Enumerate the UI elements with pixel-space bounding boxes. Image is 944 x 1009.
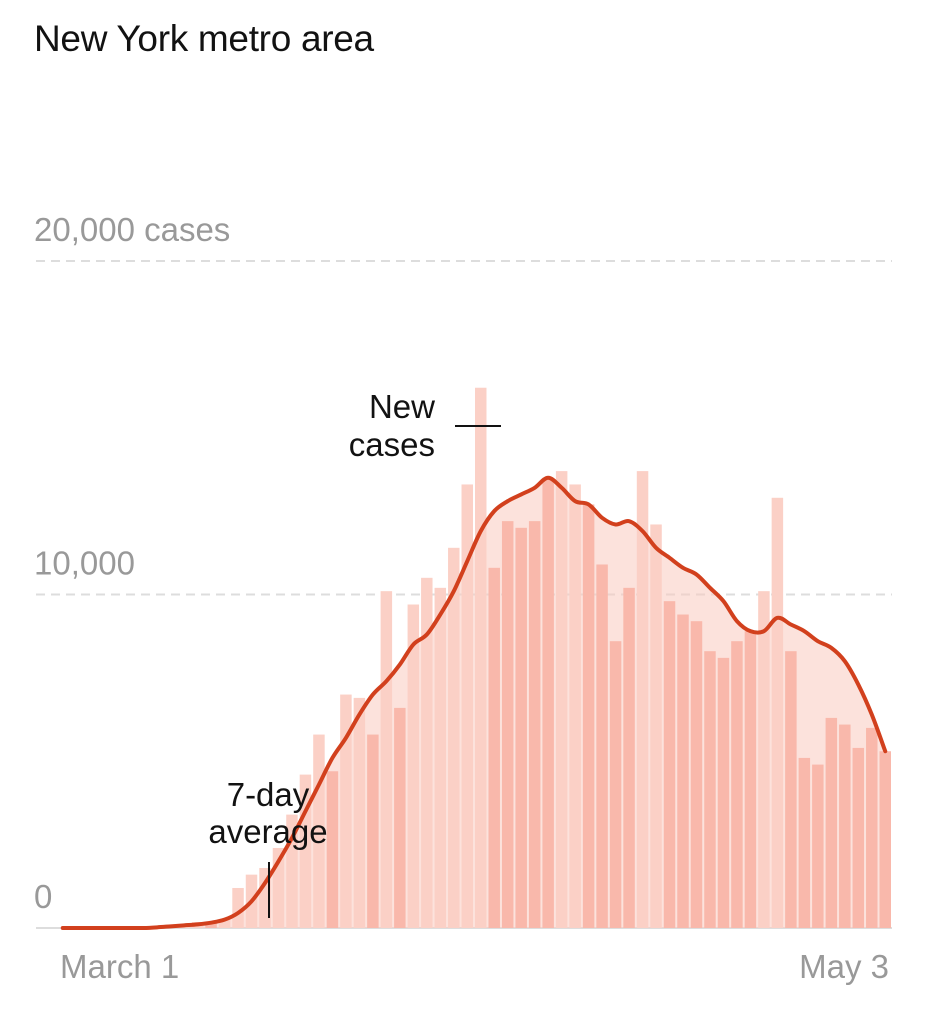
bar-28 xyxy=(434,587,447,928)
annotation-new-line1: New xyxy=(369,388,435,425)
bar-35 xyxy=(528,521,541,928)
bar-43 xyxy=(636,471,649,928)
bar-46 xyxy=(677,614,689,928)
bar-49 xyxy=(717,657,730,928)
bars-layer xyxy=(151,387,891,929)
bar-21 xyxy=(340,694,352,928)
bar-19 xyxy=(313,734,325,928)
bar-27 xyxy=(421,577,433,928)
y-tick-label-2: 20,000 cases xyxy=(34,211,230,248)
bar-58 xyxy=(839,724,851,928)
bar-39 xyxy=(582,504,595,928)
bar-44 xyxy=(650,524,662,928)
bar-37 xyxy=(555,471,568,928)
bar-41 xyxy=(609,641,622,928)
y-tick-labels: 0 10,000 20,000 cases xyxy=(34,211,230,915)
bar-42 xyxy=(623,587,635,928)
bar-33 xyxy=(501,521,514,928)
bar-48 xyxy=(704,651,716,928)
bar-40 xyxy=(596,564,608,928)
bar-24 xyxy=(380,591,393,928)
bar-30 xyxy=(461,484,473,928)
annotation-avg-line1: 7-day xyxy=(227,776,310,813)
bar-53 xyxy=(771,497,784,928)
chart-title: New York metro area xyxy=(34,18,374,59)
bar-26 xyxy=(407,604,420,928)
bar-22 xyxy=(353,697,366,928)
bar-25 xyxy=(394,707,406,928)
average-line xyxy=(60,475,888,931)
bar-34 xyxy=(515,527,527,928)
bar-29 xyxy=(448,547,460,928)
bar-18 xyxy=(299,774,312,928)
bar-56 xyxy=(812,764,824,928)
bar-47 xyxy=(690,621,703,928)
x-label-end: May 3 xyxy=(799,948,889,985)
bar-16 xyxy=(272,847,285,928)
bar-60 xyxy=(866,727,878,928)
bar-59 xyxy=(852,747,865,928)
bar-32 xyxy=(488,567,500,928)
bar-61 xyxy=(879,751,891,928)
bar-52 xyxy=(758,591,770,928)
y-tick-label-0: 0 xyxy=(34,878,52,915)
bar-57 xyxy=(825,717,838,928)
bar-12 xyxy=(218,918,231,928)
bar-31 xyxy=(475,387,487,929)
bar-11 xyxy=(205,922,217,928)
annotation-new-line2: cases xyxy=(349,426,435,463)
bar-55 xyxy=(798,757,811,928)
bar-54 xyxy=(785,651,797,928)
bar-20 xyxy=(326,771,339,928)
bar-38 xyxy=(569,484,581,928)
bar-15 xyxy=(259,867,271,928)
bar-51 xyxy=(744,631,757,928)
bar-13 xyxy=(232,887,244,928)
bar-17 xyxy=(286,814,298,928)
bar-45 xyxy=(663,601,676,928)
x-label-start: March 1 xyxy=(60,948,179,985)
bar-36 xyxy=(542,477,554,928)
annotation-avg-line2: average xyxy=(208,813,327,850)
bar-23 xyxy=(367,734,379,928)
bar-50 xyxy=(731,641,743,928)
y-tick-label-1: 10,000 xyxy=(34,545,135,582)
